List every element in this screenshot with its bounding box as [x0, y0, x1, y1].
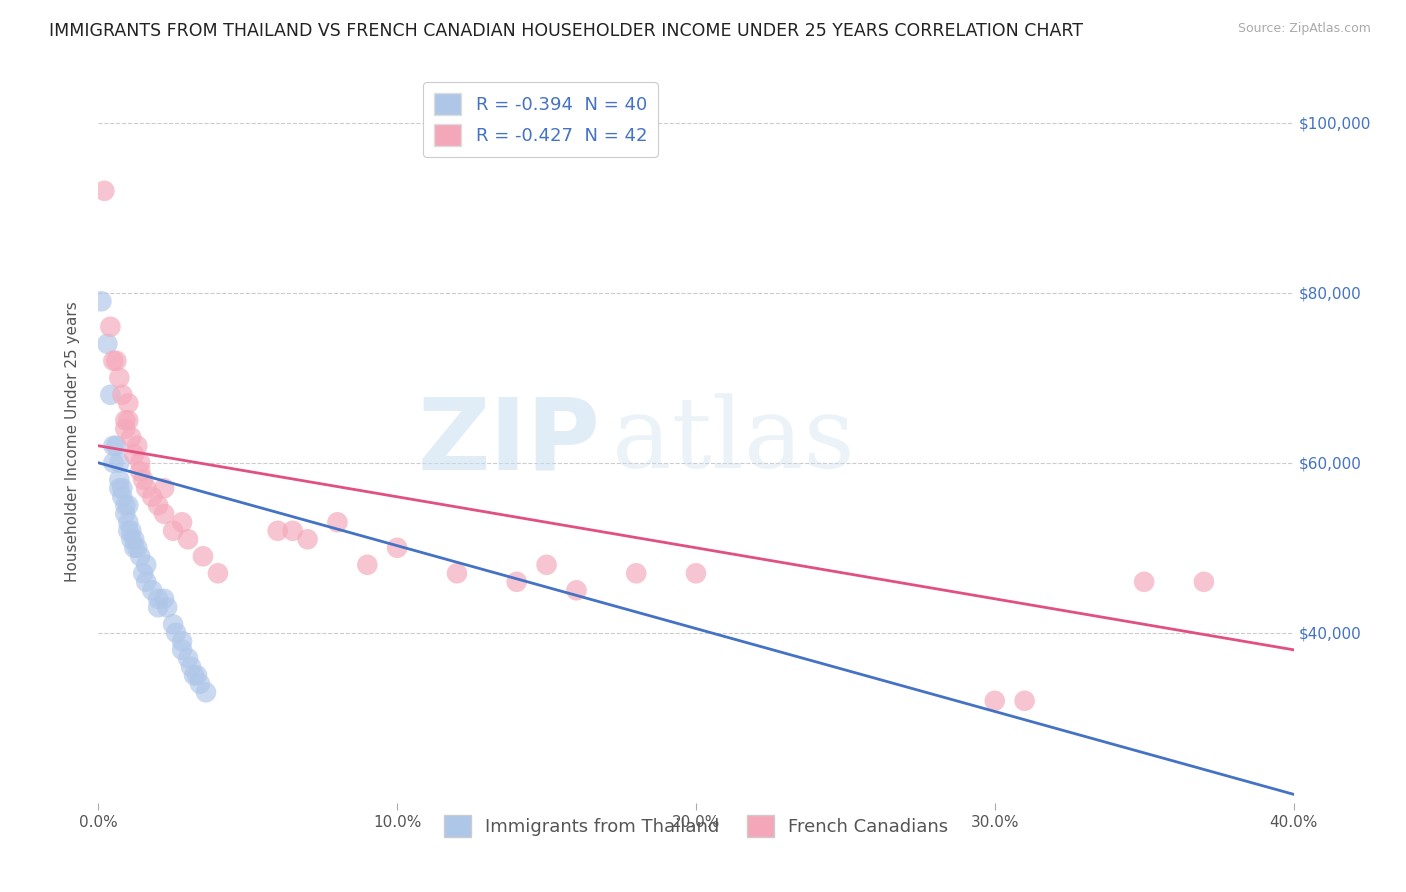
Point: [191, 549, 214, 564]
Point: [180, 660, 202, 674]
Y-axis label: Householder Income Under 25 years: Householder Income Under 25 years: [65, 301, 80, 582]
Point: [117, 413, 139, 427]
Point: [446, 566, 468, 581]
Point: [117, 516, 139, 530]
Point: [141, 490, 163, 504]
Point: [207, 566, 229, 581]
Point: [117, 524, 139, 538]
Point: [129, 464, 152, 478]
Point: [148, 600, 170, 615]
Point: [984, 694, 1007, 708]
Point: [148, 591, 170, 606]
Point: [117, 498, 139, 512]
Text: atlas: atlas: [613, 393, 855, 490]
Point: [98, 388, 122, 402]
Text: IMMIGRANTS FROM THAILAND VS FRENCH CANADIAN HOUSEHOLDER INCOME UNDER 25 YEARS CO: IMMIGRANTS FROM THAILAND VS FRENCH CANAD…: [49, 22, 1083, 40]
Point: [195, 685, 218, 699]
Point: [183, 668, 205, 682]
Point: [356, 558, 378, 572]
Point: [1192, 574, 1215, 589]
Point: [506, 574, 529, 589]
Point: [132, 473, 155, 487]
Point: [172, 516, 194, 530]
Point: [153, 507, 176, 521]
Point: [626, 566, 648, 581]
Point: [326, 516, 349, 530]
Point: [108, 456, 131, 470]
Point: [96, 336, 118, 351]
Point: [105, 439, 128, 453]
Point: [685, 566, 707, 581]
Point: [297, 533, 319, 547]
Point: [153, 591, 176, 606]
Point: [135, 574, 157, 589]
Point: [127, 439, 149, 453]
Point: [114, 422, 136, 436]
Point: [162, 524, 184, 538]
Point: [177, 651, 200, 665]
Legend: Immigrants from Thailand, French Canadians: Immigrants from Thailand, French Canadia…: [436, 808, 956, 845]
Point: [111, 388, 134, 402]
Point: [267, 524, 290, 538]
Point: [105, 353, 128, 368]
Point: [114, 507, 136, 521]
Point: [135, 481, 157, 495]
Point: [132, 566, 155, 581]
Point: [120, 524, 142, 538]
Text: ZIP: ZIP: [418, 393, 600, 490]
Text: Source: ZipAtlas.com: Source: ZipAtlas.com: [1237, 22, 1371, 36]
Point: [141, 583, 163, 598]
Point: [165, 625, 187, 640]
Point: [1014, 694, 1036, 708]
Point: [148, 498, 170, 512]
Point: [117, 396, 139, 410]
Point: [385, 541, 409, 555]
Point: [536, 558, 558, 572]
Point: [124, 447, 146, 461]
Point: [172, 634, 194, 648]
Point: [114, 413, 136, 427]
Point: [103, 439, 125, 453]
Point: [114, 498, 136, 512]
Point: [565, 583, 588, 598]
Point: [153, 481, 176, 495]
Point: [172, 642, 194, 657]
Point: [103, 456, 125, 470]
Point: [127, 541, 149, 555]
Point: [103, 353, 125, 368]
Point: [188, 677, 211, 691]
Point: [120, 533, 142, 547]
Point: [135, 558, 157, 572]
Point: [124, 533, 146, 547]
Point: [129, 456, 152, 470]
Point: [111, 490, 134, 504]
Point: [98, 319, 122, 334]
Point: [108, 481, 131, 495]
Point: [177, 533, 200, 547]
Point: [120, 430, 142, 444]
Point: [93, 184, 115, 198]
Point: [162, 617, 184, 632]
Point: [108, 473, 131, 487]
Point: [108, 371, 131, 385]
Point: [1133, 574, 1156, 589]
Point: [124, 541, 146, 555]
Point: [281, 524, 304, 538]
Point: [129, 549, 152, 564]
Point: [186, 668, 208, 682]
Point: [156, 600, 179, 615]
Point: [90, 294, 112, 309]
Point: [111, 481, 134, 495]
